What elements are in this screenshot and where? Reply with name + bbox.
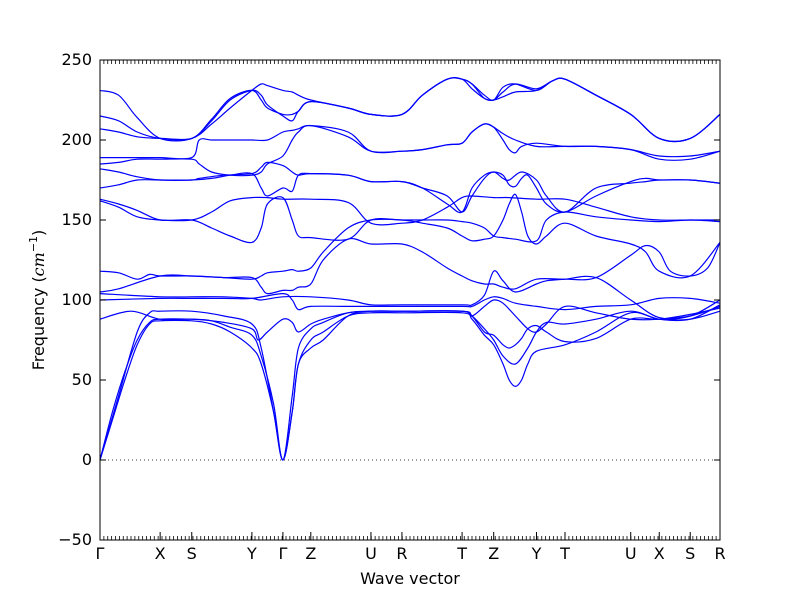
dispersion-branch-13 <box>99 123 721 177</box>
dispersion-branch-17 <box>99 77 721 142</box>
x-tick-label: Z <box>305 544 316 563</box>
y-tick-label: −50 <box>58 530 92 549</box>
y-axis-ticks: −50 0 50 100 150 200 250 <box>58 50 720 549</box>
y-tick-label: 250 <box>61 50 92 69</box>
y-axis-title-unit: cm <box>29 252 48 276</box>
y-tick-label: 50 <box>72 370 92 389</box>
y-axis-title-exponent: −1 <box>27 236 40 252</box>
dispersion-branch-10 <box>99 196 721 244</box>
x-tick-label: R <box>714 544 725 563</box>
dispersion-branch-11 <box>99 171 721 214</box>
y-axis-title-close: ) <box>29 230 48 236</box>
x-tick-label: Y <box>246 544 257 563</box>
dispersion-branch-8 <box>99 193 721 280</box>
y-tick-label: 200 <box>61 130 92 149</box>
x-tick-label: T <box>456 544 467 563</box>
x-tick-label: U <box>625 544 637 563</box>
y-tick-label: 0 <box>82 450 92 469</box>
dispersion-branch-16 <box>99 76 721 142</box>
dispersion-branch-9 <box>99 195 720 226</box>
x-tick-label: T <box>559 544 570 563</box>
x-tick-label: Z <box>488 544 499 563</box>
dispersion-branch-15 <box>99 77 721 142</box>
dispersion-branch-14 <box>100 123 721 160</box>
y-tick-label: 100 <box>61 290 92 309</box>
x-tick-label: Γ <box>96 544 105 563</box>
dispersion-branch-4 <box>99 299 721 341</box>
x-tick-label: Γ <box>278 544 287 563</box>
x-tick-label: X <box>155 544 166 563</box>
x-tick-label: S <box>187 544 197 563</box>
dispersion-branch-1 <box>99 310 721 461</box>
x-tick-label: Y <box>531 544 542 563</box>
x-tick-label: U <box>365 544 377 563</box>
plot-frame <box>99 59 721 541</box>
dispersion-branch-12 <box>99 161 721 213</box>
x-axis-title: Wave vector <box>360 569 460 588</box>
dispersion-branch-2 <box>99 304 721 461</box>
y-axis-title: Frequency (cm−1) <box>27 230 48 371</box>
dispersion-branch-5 <box>99 292 721 311</box>
dispersion-curves <box>99 76 721 461</box>
x-tick-label: S <box>685 544 695 563</box>
y-axis-title-main: Frequency ( <box>29 276 48 370</box>
y-tick-label: 150 <box>61 210 92 229</box>
x-tick-label: X <box>654 544 665 563</box>
dispersion-branch-7 <box>99 238 721 295</box>
x-tick-label: R <box>396 544 407 563</box>
dispersion-branch-3 <box>99 307 721 461</box>
